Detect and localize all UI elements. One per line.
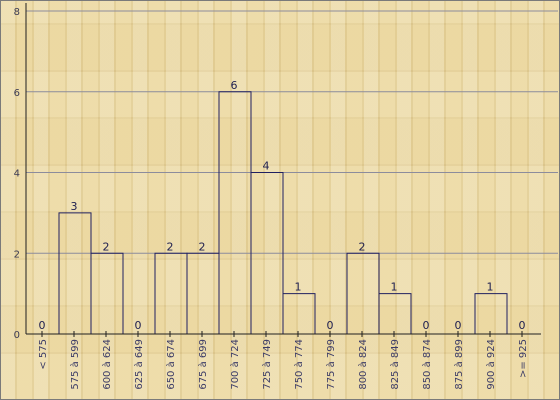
x-tick-label: 625 à 649	[133, 339, 145, 390]
x-tick-label: < 575	[38, 339, 49, 370]
gridlines	[26, 10, 558, 254]
y-tick-label-2: 2	[14, 249, 20, 260]
axes	[25, 3, 541, 337]
x-tick-label: 850 à 874	[421, 339, 433, 390]
bar	[282, 293, 316, 335]
bar	[154, 252, 188, 335]
y-tick-label-6: 6	[14, 88, 20, 99]
data-label: 2	[359, 240, 366, 253]
bar	[474, 293, 508, 335]
bar	[346, 252, 380, 335]
x-tick-label: 750 à 774	[293, 339, 305, 390]
data-label: 2	[103, 240, 110, 253]
bar	[378, 293, 412, 335]
y-tick-labels: 0 2 4 6 8	[14, 7, 20, 341]
data-label: 0	[39, 319, 46, 332]
data-label: 1	[391, 281, 398, 294]
data-label: 0	[135, 319, 142, 332]
x-tick-label: 650 à 674	[165, 339, 177, 390]
x-tick-label: 725 à 749	[261, 339, 273, 390]
x-tick-label: 825 à 849	[389, 339, 401, 390]
data-label: 0	[423, 319, 430, 332]
x-tick-labels: < 575 575 à 599 600 à 624 625 à 649 650 à 67…	[38, 339, 529, 390]
data-label: 0	[327, 319, 334, 332]
bar	[218, 91, 252, 335]
x-tick-label: 600 à 624	[101, 339, 113, 390]
x-tick-label: 575 à 599	[69, 339, 81, 390]
data-label: 4	[263, 160, 270, 173]
y-tick-label-0: 0	[14, 330, 20, 341]
x-tick-label: 675 à 699	[197, 339, 209, 390]
data-label: 6	[231, 79, 238, 92]
bar	[186, 252, 220, 335]
data-label: 0	[519, 319, 526, 332]
data-label: 1	[487, 281, 494, 294]
y-tick-label-4: 4	[14, 169, 20, 180]
x-tick-label: 800 à 824	[357, 339, 369, 390]
data-label: 2	[199, 240, 206, 253]
x-tick-label: 900 à 924	[485, 339, 497, 390]
data-labels: 0 3 2 0 2 2 6 4 1 0 2 1 0 0 1 0	[39, 79, 526, 332]
x-tick-label: >= 925	[518, 339, 529, 378]
x-tick-label: 875 à 899	[453, 339, 465, 390]
bar	[90, 252, 124, 335]
bar	[58, 212, 92, 335]
y-tick-label-8: 8	[14, 7, 20, 18]
bars	[58, 91, 508, 335]
x-tick-label: 775 à 799	[325, 339, 337, 390]
data-label: 0	[455, 319, 462, 332]
data-label: 2	[167, 240, 174, 253]
data-label: 3	[71, 200, 78, 213]
data-label: 1	[295, 281, 302, 294]
x-tick-label: 700 à 724	[229, 339, 241, 390]
